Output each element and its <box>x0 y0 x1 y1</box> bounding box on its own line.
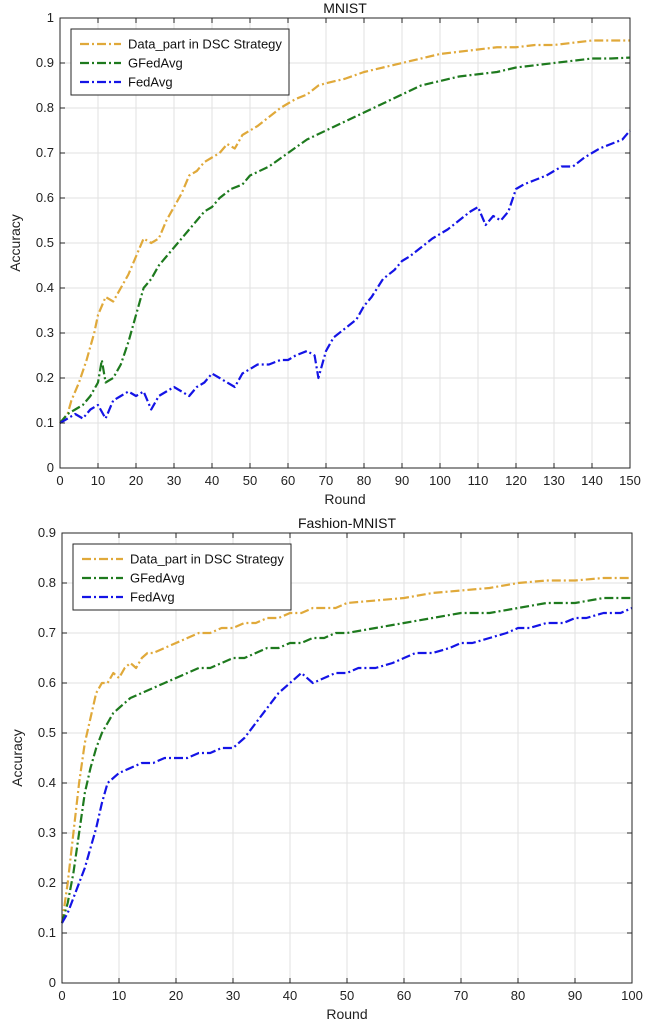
legend-label-2: GFedAvg <box>128 56 183 71</box>
x-tick-label: 60 <box>397 988 411 1003</box>
series-line-3 <box>59 129 631 424</box>
y-tick-label: 0.8 <box>38 575 56 590</box>
x-tick-label: 0 <box>56 473 63 488</box>
x-tick-label: 30 <box>167 473 181 488</box>
x-tick-label: 110 <box>468 473 489 488</box>
x-tick-label: 10 <box>112 988 126 1003</box>
y-tick-label: 0.9 <box>38 525 56 540</box>
y-tick-label: 0.1 <box>38 925 56 940</box>
y-tick-label: 0.3 <box>38 825 56 840</box>
y-tick-label: 0.5 <box>38 725 56 740</box>
series-line-1 <box>59 39 630 424</box>
x-tick-label: 20 <box>169 988 183 1003</box>
legend-box <box>70 28 290 96</box>
legend-label-3: FedAvg <box>130 590 175 605</box>
x-tick-label: 0 <box>58 988 65 1003</box>
y-tick-label: 0.6 <box>38 675 56 690</box>
y-tick-label: 0.2 <box>38 875 56 890</box>
x-tick-label: 80 <box>511 988 525 1003</box>
y-tick-label: 0.4 <box>36 280 54 295</box>
legend-label-1: Data_part in DSC Strategy <box>128 37 282 52</box>
y-tick-label: 1 <box>47 10 54 25</box>
x-tick-label: 20 <box>129 473 143 488</box>
x-tick-label: 150 <box>619 473 641 488</box>
x-tick-label: 10 <box>91 473 105 488</box>
y-tick-label: 0.3 <box>36 325 54 340</box>
chart-1: 0 10 20 30 40 50 60 70 80 90 100 110 120 130 140 150 0 0.… <box>7 0 641 507</box>
y-axis-label: Accuracy <box>7 214 23 272</box>
x-tick-label: 70 <box>319 473 333 488</box>
y-tick-label: 0.2 <box>36 370 54 385</box>
x-tick-label: 120 <box>505 473 527 488</box>
y-tick-label: 0.7 <box>36 145 54 160</box>
x-tick-label: 100 <box>621 988 643 1003</box>
y-axis-label: Accuracy <box>9 729 25 787</box>
x-tick-label: 50 <box>340 988 354 1003</box>
x-tick-label: 30 <box>226 988 240 1003</box>
x-axis-label: Round <box>324 491 365 507</box>
y-tick-label: 0.8 <box>36 100 54 115</box>
series-line-2 <box>59 56 631 424</box>
x-tick-label: 80 <box>357 473 371 488</box>
chart-2: 0 10 20 30 40 50 60 70 80 90 100 0 0.1 0.2 0.3 0.4 0.5 0.… <box>9 515 643 1022</box>
x-tick-label: 50 <box>243 473 257 488</box>
y-tick-label: 0.4 <box>38 775 56 790</box>
series-line-1 <box>60 576 632 924</box>
x-tick-label: 90 <box>395 473 409 488</box>
y-tick-label: 0 <box>49 975 56 990</box>
x-tick-label: 100 <box>429 473 451 488</box>
chart-title: MNIST <box>323 0 367 16</box>
x-axis-label: Round <box>326 1006 367 1022</box>
series-line-2 <box>60 596 632 924</box>
legend-box <box>72 543 292 611</box>
legend-label-3: FedAvg <box>128 75 173 90</box>
x-tick-label: 130 <box>543 473 565 488</box>
x-tick-label: 90 <box>568 988 582 1003</box>
legend-label-2: GFedAvg <box>130 571 185 586</box>
y-tick-label: 0.5 <box>36 235 54 250</box>
y-tick-label: 0.7 <box>38 625 56 640</box>
x-tick-label: 40 <box>283 988 297 1003</box>
y-tick-label: 0.1 <box>36 415 54 430</box>
y-tick-label: 0.9 <box>36 55 54 70</box>
chart-title: Fashion-MNIST <box>298 515 396 531</box>
x-tick-label: 40 <box>205 473 219 488</box>
y-tick-label: 0 <box>47 460 54 475</box>
x-tick-label: 70 <box>454 988 468 1003</box>
y-tick-label: 0.6 <box>36 190 54 205</box>
x-tick-label: 140 <box>581 473 603 488</box>
x-tick-label: 60 <box>281 473 295 488</box>
legend-label-1: Data_part in DSC Strategy <box>130 552 284 567</box>
